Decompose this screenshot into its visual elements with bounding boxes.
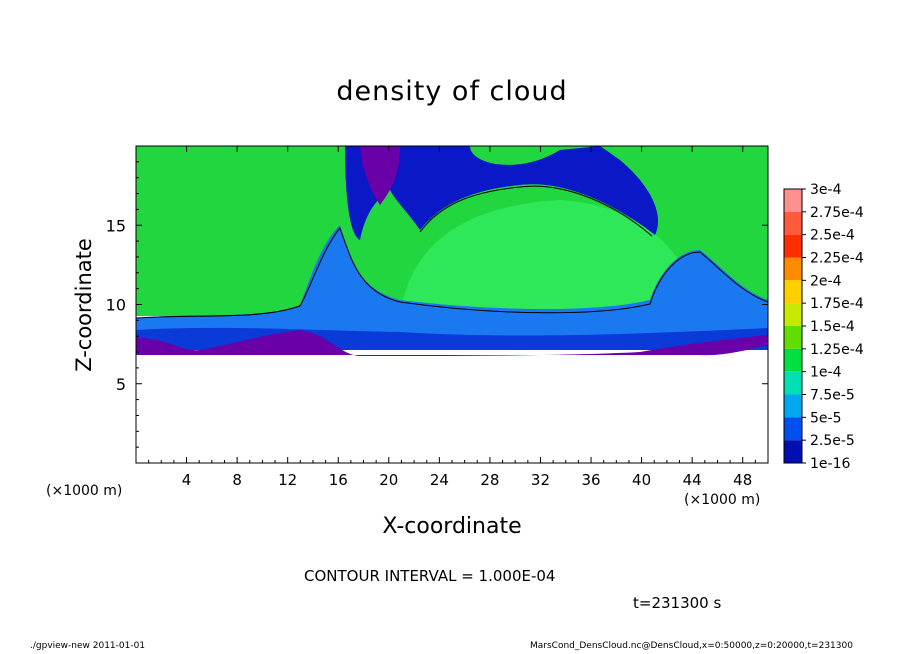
colorbar-label: 2.5e-4 (810, 228, 855, 244)
y-tick-label: 10 (106, 296, 126, 315)
colorbar-swatch (784, 234, 802, 258)
contour-interval-note: CONTOUR INTERVAL = 1.000E-04 (304, 567, 556, 585)
colorbar-swatch (784, 394, 802, 418)
footer-right: MarsCond_DensCloud.nc@DensCloud,x=0:5000… (530, 641, 853, 651)
x-tick-label: 40 (632, 471, 651, 489)
time-label: t=231300 s (633, 594, 722, 612)
colorbar-label: 1e-16 (810, 456, 850, 472)
footer-left: ./gpview-new 2011-01-01 (30, 641, 146, 651)
colorbar-label: 2.5e-5 (810, 433, 855, 449)
field-purple-edge (136, 330, 768, 356)
colorbar-label: 7.5e-5 (810, 388, 855, 404)
colorbar-label: 2e-4 (810, 273, 842, 289)
colorbar-label: 1.25e-4 (810, 342, 864, 358)
colorbar-swatch (784, 371, 802, 395)
contour-line-upper (419, 185, 653, 237)
field-dome (400, 200, 700, 316)
colorbar-label: 2.75e-4 (810, 205, 864, 221)
colorbar-label: 1.5e-4 (810, 319, 855, 335)
chart-title: density of cloud (336, 76, 568, 107)
x-unit-label-right: (×1000 m) (684, 492, 761, 508)
colorbar-label: 5e-5 (810, 410, 841, 426)
field-upper-plume (345, 146, 659, 240)
colorbar-swatch (784, 257, 802, 281)
x-tick-label: 44 (683, 471, 702, 489)
colorbar-swatch (784, 417, 802, 441)
density-field (136, 146, 768, 356)
x-tick-label: 12 (278, 471, 297, 489)
colorbar-swatch (784, 348, 802, 372)
x-tick-label: 28 (480, 471, 499, 489)
x-unit-label-left: (×1000 m) (46, 483, 123, 499)
x-tick-label: 20 (379, 471, 398, 489)
x-tick-label: 4 (182, 471, 192, 489)
x-tick-label: 8 (232, 471, 242, 489)
x-tick-label: 16 (329, 471, 348, 489)
x-tick-label: 36 (581, 471, 600, 489)
field-purple-plume (360, 146, 400, 205)
colorbar-label: 2.25e-4 (810, 251, 864, 267)
colorbar-swatch (784, 280, 802, 304)
colorbar-label: 3e-4 (810, 182, 842, 198)
x-tick-label: 48 (733, 471, 752, 489)
colorbar-swatch (784, 211, 802, 235)
y-tick-label: 15 (106, 216, 126, 235)
x-axis-label: X-coordinate (382, 514, 522, 539)
y-tick-label: 5 (116, 375, 126, 394)
colorbar-swatch (784, 189, 802, 212)
x-tick-label: 24 (430, 471, 449, 489)
colorbar-swatch (784, 326, 802, 349)
colorbar-label: 1.75e-4 (810, 296, 864, 312)
y-ticks: 5 10 15 (106, 161, 768, 448)
x-tick-label: 32 (531, 471, 550, 489)
colorbar-label: 1e-4 (810, 365, 842, 381)
colorbar: 3e-4 2.75e-4 2.5e-4 2.25e-4 2e-4 1.75e-4 1.5e-… (783, 182, 864, 472)
contour-line (136, 226, 768, 319)
colorbar-swatch (784, 440, 802, 463)
colorbar-swatch (784, 303, 802, 326)
field-blue-band (136, 225, 768, 345)
x-ticks: 4 8 12 16 20 24 28 32 36 40 44 48 (148, 146, 756, 489)
